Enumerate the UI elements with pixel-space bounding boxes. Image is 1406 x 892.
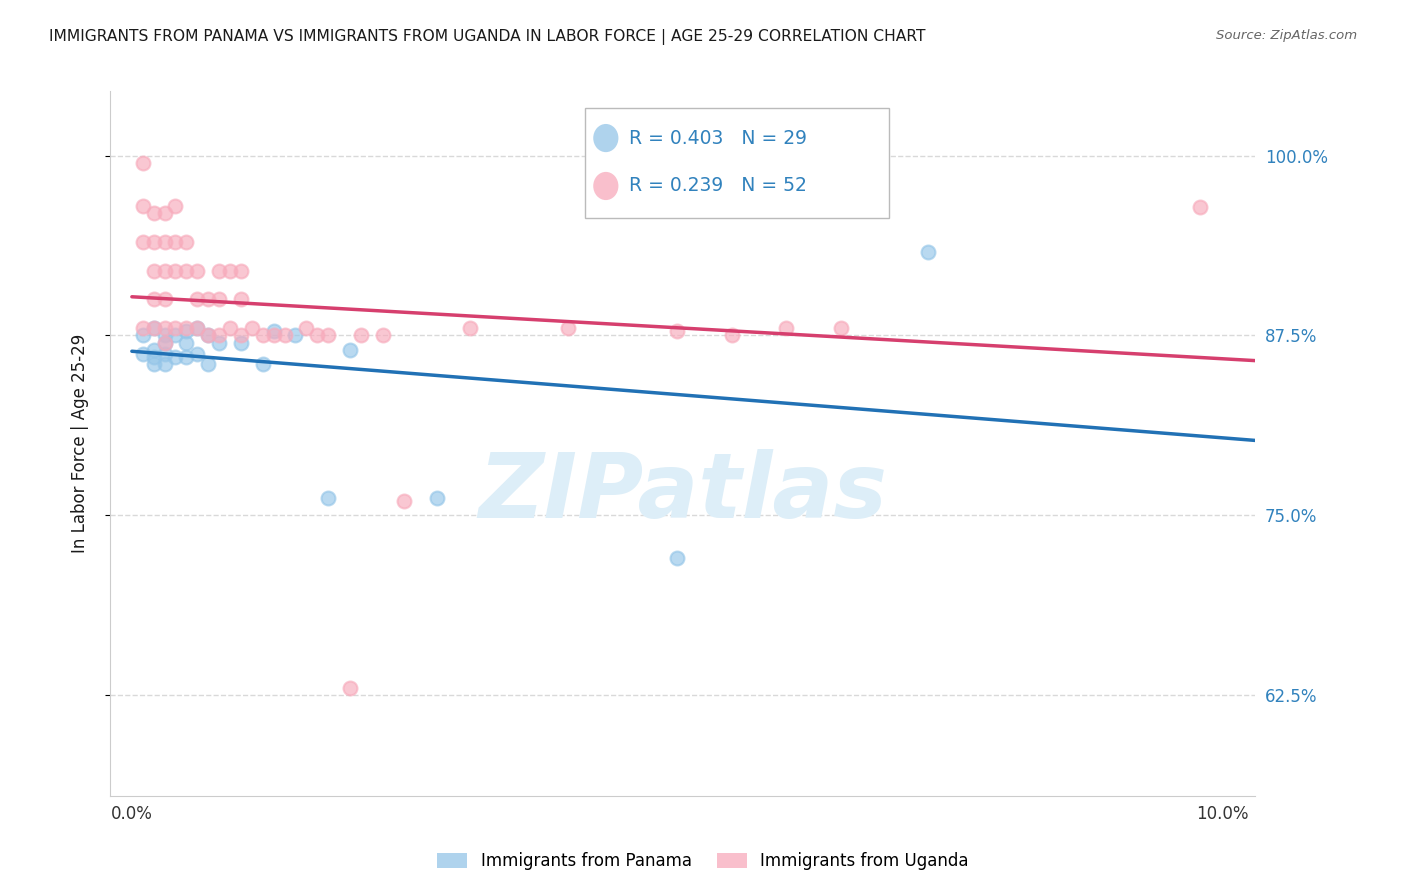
Point xyxy=(252,328,274,343)
Point xyxy=(142,321,165,335)
Point xyxy=(339,343,361,357)
Point xyxy=(132,328,155,343)
Point xyxy=(208,328,231,343)
Point xyxy=(666,551,689,566)
Point xyxy=(316,491,339,505)
Point xyxy=(371,328,394,343)
Point xyxy=(186,321,208,335)
Point xyxy=(263,324,285,338)
Point xyxy=(252,357,274,371)
Point xyxy=(132,321,155,335)
Point xyxy=(458,321,481,335)
Point xyxy=(284,328,307,343)
Point xyxy=(176,263,198,277)
Point xyxy=(775,321,797,335)
Point xyxy=(142,357,165,371)
Point xyxy=(186,321,208,335)
Point xyxy=(153,321,176,335)
Text: R = 0.403   N = 29: R = 0.403 N = 29 xyxy=(628,128,807,147)
Point xyxy=(153,263,176,277)
Point xyxy=(153,293,176,307)
FancyBboxPatch shape xyxy=(585,109,889,218)
Point xyxy=(240,321,263,335)
Point xyxy=(132,155,155,169)
Point xyxy=(153,235,176,249)
Point xyxy=(186,263,208,277)
Point xyxy=(666,324,689,338)
Point xyxy=(208,335,231,350)
Point xyxy=(142,343,165,357)
Point xyxy=(165,235,187,249)
Point xyxy=(917,244,939,259)
Point xyxy=(229,335,252,350)
Point xyxy=(165,199,187,213)
Point xyxy=(132,199,155,213)
Point xyxy=(153,335,176,350)
Point xyxy=(153,357,176,371)
Point xyxy=(197,328,219,343)
Point xyxy=(219,263,242,277)
Text: Source: ZipAtlas.com: Source: ZipAtlas.com xyxy=(1216,29,1357,42)
Point xyxy=(176,335,198,350)
Point xyxy=(208,263,231,277)
Text: IMMIGRANTS FROM PANAMA VS IMMIGRANTS FROM UGANDA IN LABOR FORCE | AGE 25-29 CORR: IMMIGRANTS FROM PANAMA VS IMMIGRANTS FRO… xyxy=(49,29,925,45)
Y-axis label: In Labor Force | Age 25-29: In Labor Force | Age 25-29 xyxy=(72,334,89,553)
Point xyxy=(720,328,742,343)
Point xyxy=(176,235,198,249)
Point xyxy=(307,328,329,343)
Point xyxy=(153,206,176,220)
Point xyxy=(229,293,252,307)
Point xyxy=(142,350,165,364)
Point xyxy=(263,328,285,343)
Point xyxy=(153,335,176,350)
Point xyxy=(142,206,165,220)
Point xyxy=(153,347,176,361)
Point xyxy=(142,235,165,249)
Point xyxy=(132,347,155,361)
Point xyxy=(219,321,242,335)
Point xyxy=(176,324,198,338)
Point xyxy=(186,347,208,361)
Point xyxy=(426,491,449,505)
Point xyxy=(830,321,852,335)
Point xyxy=(186,293,208,307)
Point xyxy=(350,328,373,343)
Ellipse shape xyxy=(593,124,619,153)
Point xyxy=(339,681,361,695)
Point xyxy=(176,321,198,335)
Point xyxy=(229,328,252,343)
Point xyxy=(273,328,295,343)
Point xyxy=(229,263,252,277)
Point xyxy=(295,321,318,335)
Point xyxy=(316,328,339,343)
Point xyxy=(197,328,219,343)
Point xyxy=(197,293,219,307)
Point xyxy=(557,321,579,335)
Point xyxy=(165,350,187,364)
Point xyxy=(142,263,165,277)
Point xyxy=(165,321,187,335)
Legend: Immigrants from Panama, Immigrants from Uganda: Immigrants from Panama, Immigrants from … xyxy=(430,846,976,877)
Point xyxy=(1189,200,1212,214)
Point xyxy=(132,235,155,249)
Point xyxy=(208,293,231,307)
Point xyxy=(165,328,187,343)
Point xyxy=(153,328,176,343)
Ellipse shape xyxy=(593,172,619,200)
Point xyxy=(142,321,165,335)
Point xyxy=(165,263,187,277)
Text: ZIPatlas: ZIPatlas xyxy=(478,449,887,537)
Point xyxy=(176,350,198,364)
Point xyxy=(142,293,165,307)
Text: R = 0.239   N = 52: R = 0.239 N = 52 xyxy=(628,177,807,195)
Point xyxy=(394,493,416,508)
Point xyxy=(197,357,219,371)
